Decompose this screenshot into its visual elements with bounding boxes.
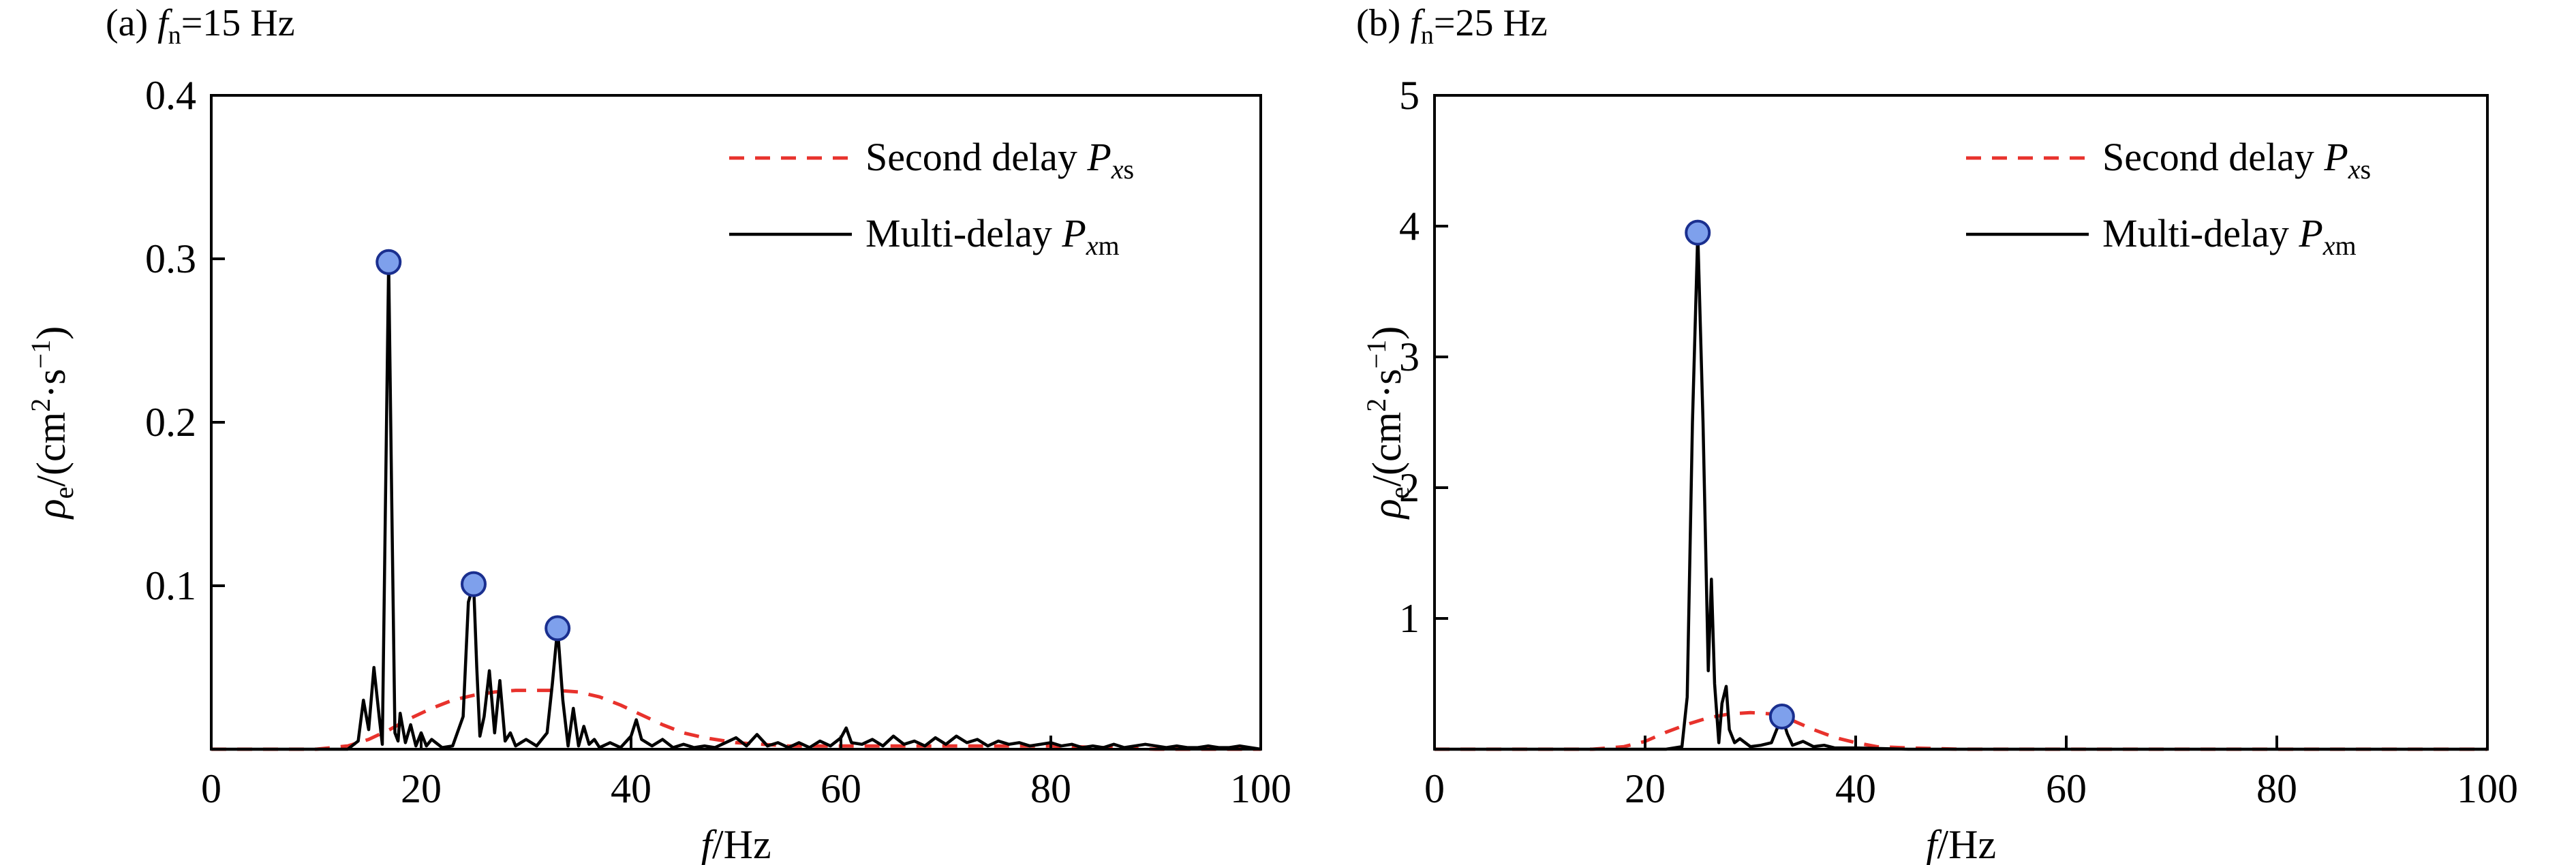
peak-marker [375, 249, 402, 275]
x-tick-label: 60 [2046, 766, 2087, 811]
x-tick-label: 40 [611, 766, 651, 811]
plot-frame [210, 94, 1262, 751]
panel-label: (b) fn=25 Hz [1356, 2, 1548, 50]
series-line-second-delay [211, 689, 1261, 751]
peak-marker [461, 571, 487, 597]
x-tick-label: 60 [821, 766, 861, 811]
x-tick-label: 0 [201, 766, 221, 811]
series-line-multi-delay [1435, 231, 2487, 751]
y-tick-label: 0.4 [145, 73, 196, 118]
peak-marker [1685, 219, 1711, 246]
y-tick-label: 4 [1399, 204, 1420, 249]
x-tick-label: 40 [1835, 766, 1876, 811]
legend-entry: Second delay Pxs [2102, 135, 2371, 185]
legend-entry: Multi-delay Pxm [865, 211, 1120, 261]
x-tick-label: 100 [2457, 766, 2518, 811]
y-tick-label: 5 [1399, 73, 1420, 118]
x-tick-label: 20 [1625, 766, 1666, 811]
x-tick-label: 0 [1424, 766, 1445, 811]
y-tick-label: 2 [1399, 465, 1420, 510]
x-tick-label: 20 [401, 766, 442, 811]
legend-entry: Second delay Pxs [865, 135, 1134, 185]
y-tick-label: 3 [1399, 334, 1420, 379]
x-axis-label: f/Hz [701, 822, 771, 865]
y-tick-label: 1 [1399, 596, 1420, 641]
chart-panel-a: (a) fn=15 Hz 0 20 40 60 80 100 0.1 0.2 0.3 0.4 f/Hz… [25, 2, 1291, 865]
legend: Second delay Pxs Multi-delay Pxm [729, 135, 1134, 261]
x-tick-label: 80 [2256, 766, 2297, 811]
panel-label: (a) fn=15 Hz [106, 2, 295, 50]
peak-marker [545, 615, 571, 642]
y-axis-label: ρe/(cm2·s−1) [25, 326, 79, 520]
y-tick-label: 0.3 [145, 236, 196, 281]
y-tick-label: 0.2 [145, 400, 196, 445]
legend: Second delay Pxs Multi-delay Pxm [1966, 135, 2371, 261]
x-tick-label: 80 [1030, 766, 1071, 811]
chart-panel-b: (b) fn=25 Hz 0 20 40 60 80 100 1 2 3 4 5 f/Hz ρe/(cm2… [1356, 2, 2518, 865]
legend-entry: Multi-delay Pxm [2102, 211, 2357, 261]
y-tick-label: 0.1 [145, 563, 196, 608]
series-line-second-delay [1435, 710, 2487, 751]
x-tick-label: 100 [1230, 766, 1291, 811]
x-axis-label: f/Hz [1926, 822, 1996, 865]
peak-marker [1768, 704, 1795, 729]
plot-frame [1433, 94, 2489, 751]
series-line-multi-delay [211, 260, 1261, 751]
y-axis-label: ρe/(cm2·s−1) [1361, 326, 1415, 520]
